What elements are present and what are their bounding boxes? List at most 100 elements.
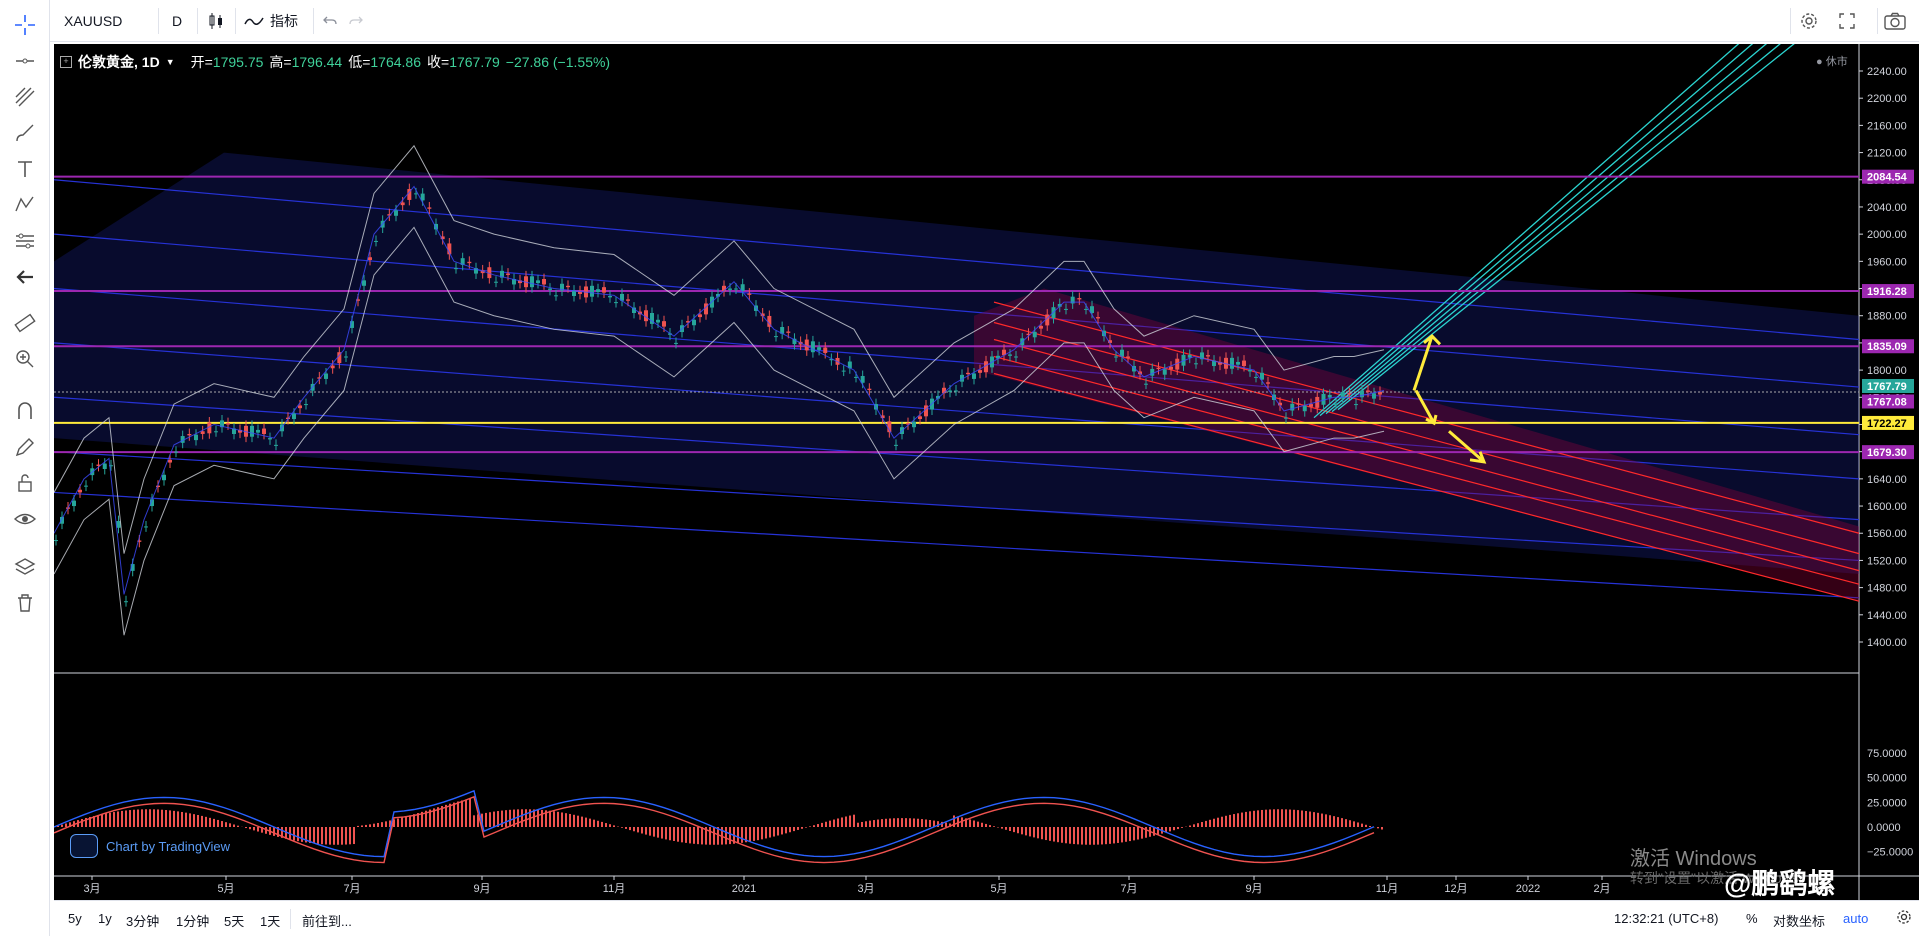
stay-drawing-tool[interactable] [8,430,42,464]
indicators-icon [244,17,264,25]
zoom-tool[interactable] [8,342,42,376]
candle-body [984,361,988,373]
market-status: ● 休市 [1816,56,1848,68]
candle-body [1132,366,1136,372]
redo-button[interactable] [348,6,364,36]
measure-tool[interactable] [8,306,42,340]
candle-body [344,356,348,358]
range-5y[interactable]: 5y [68,911,82,926]
candle-body [414,193,418,195]
candle-body [1096,317,1100,319]
tradingview-brand[interactable]: Chart by TradingView [70,834,230,858]
candle-body [1334,404,1338,406]
candle-body [650,312,654,324]
trendline-icon [16,58,34,64]
settings-button[interactable] [1799,6,1819,36]
activate-windows-title: 激活 Windows [1630,848,1757,870]
range-1m[interactable]: 1分钟 [176,914,210,929]
candle-body [368,257,372,260]
candle-body [78,489,82,493]
range-5d[interactable]: 5天 [224,914,245,929]
candle-body [1266,382,1270,384]
chart-pane[interactable]: 2240.002200.002160.002120.002080.002040.… [54,44,1919,900]
brush-tool[interactable] [8,116,42,150]
candle-body [1008,354,1012,356]
symbol-search[interactable]: XAUUSD [64,6,122,36]
candle-body [460,258,465,265]
red-channel-line [993,372,1860,602]
percent-toggle[interactable]: % [1746,911,1758,926]
macd-tick-label: 0.0000 [1867,822,1901,834]
fullscreen-button[interactable] [1838,6,1856,36]
text-tool[interactable] [8,152,42,186]
range-1d[interactable]: 1天 [260,914,281,929]
candle-body [692,319,696,326]
indicators-button[interactable]: 指标 [244,6,298,36]
range-3m[interactable]: 3分钟 [126,914,160,929]
divider [158,8,159,34]
object-tree-tool[interactable] [8,550,42,584]
blue-channel-line [54,396,1860,521]
candle-body [823,347,828,354]
symbol-legend: + 伦敦黄金, 1D ▼ 开= 1795.75 高= 1796.44 低= 1764.… [60,52,610,72]
pencil-lock-icon [15,438,34,457]
hide-drawings-tool[interactable] [8,502,42,536]
chevron-down-icon[interactable]: ▼ [165,57,175,67]
candle-body [494,281,498,283]
forecast-tool[interactable] [8,224,42,258]
goto-date-button[interactable]: 前往到... [302,914,352,929]
log-toggle[interactable]: 对数坐标 [1773,914,1826,929]
time-tick-label: 2021 [732,883,756,895]
candle-body [767,315,772,327]
interval-button[interactable]: D [172,6,182,36]
range-1y[interactable]: 1y [98,911,112,926]
time-tick-label: 11月 [603,883,625,895]
crosshair-tool[interactable] [8,8,42,42]
screenshot-button[interactable] [1884,6,1906,36]
trendline-tool[interactable] [8,44,42,78]
candle-body [72,500,76,507]
close-label: 收= [427,54,450,70]
candle-body [440,236,445,240]
candle-body [1354,404,1358,406]
candle-body [1200,352,1204,360]
legend-symbol-name[interactable]: 伦敦黄金, 1D [78,54,160,70]
candle-body [1064,308,1068,310]
candle-body [1126,356,1130,358]
remove-drawings-tool[interactable] [8,586,42,620]
candle-body [1309,404,1313,407]
candle-body [214,431,218,433]
candle-body [996,355,1000,359]
fib-tool[interactable] [8,80,42,114]
chart-settings-button[interactable] [1896,909,1912,928]
time-tick-label: 7月 [1120,883,1137,895]
candle-body [1296,403,1301,405]
divider [313,8,314,34]
price-chart[interactable]: 2240.002200.002160.002120.002080.002040.… [54,44,1919,900]
candle-body [317,377,322,379]
hide-toolbar-button[interactable] [8,260,42,294]
candle-body [400,202,405,206]
legend-toggle-icon[interactable]: + [60,56,72,68]
candle-body [912,421,916,428]
candle-body [572,290,576,297]
red-channel-fill [974,288,1859,602]
pattern-tool[interactable] [8,188,42,222]
lock-drawings-tool[interactable] [8,466,42,500]
up-arrow-icon [1412,334,1442,391]
candle-body [1278,402,1282,406]
candle-body [207,422,212,434]
candle-body [1108,340,1112,343]
price-badge-label: 1767.08 [1867,396,1907,408]
candle-body [374,240,378,242]
candle-body [512,279,516,285]
magnet-tool[interactable] [8,394,42,428]
auto-toggle[interactable]: auto [1843,911,1869,926]
candle-body [116,521,121,528]
price-badge [1862,284,1914,299]
candle-body [644,310,648,322]
chart-type-button[interactable] [207,6,225,36]
undo-button[interactable] [322,6,338,36]
candle-body [1194,363,1198,365]
candle-body [506,273,510,275]
